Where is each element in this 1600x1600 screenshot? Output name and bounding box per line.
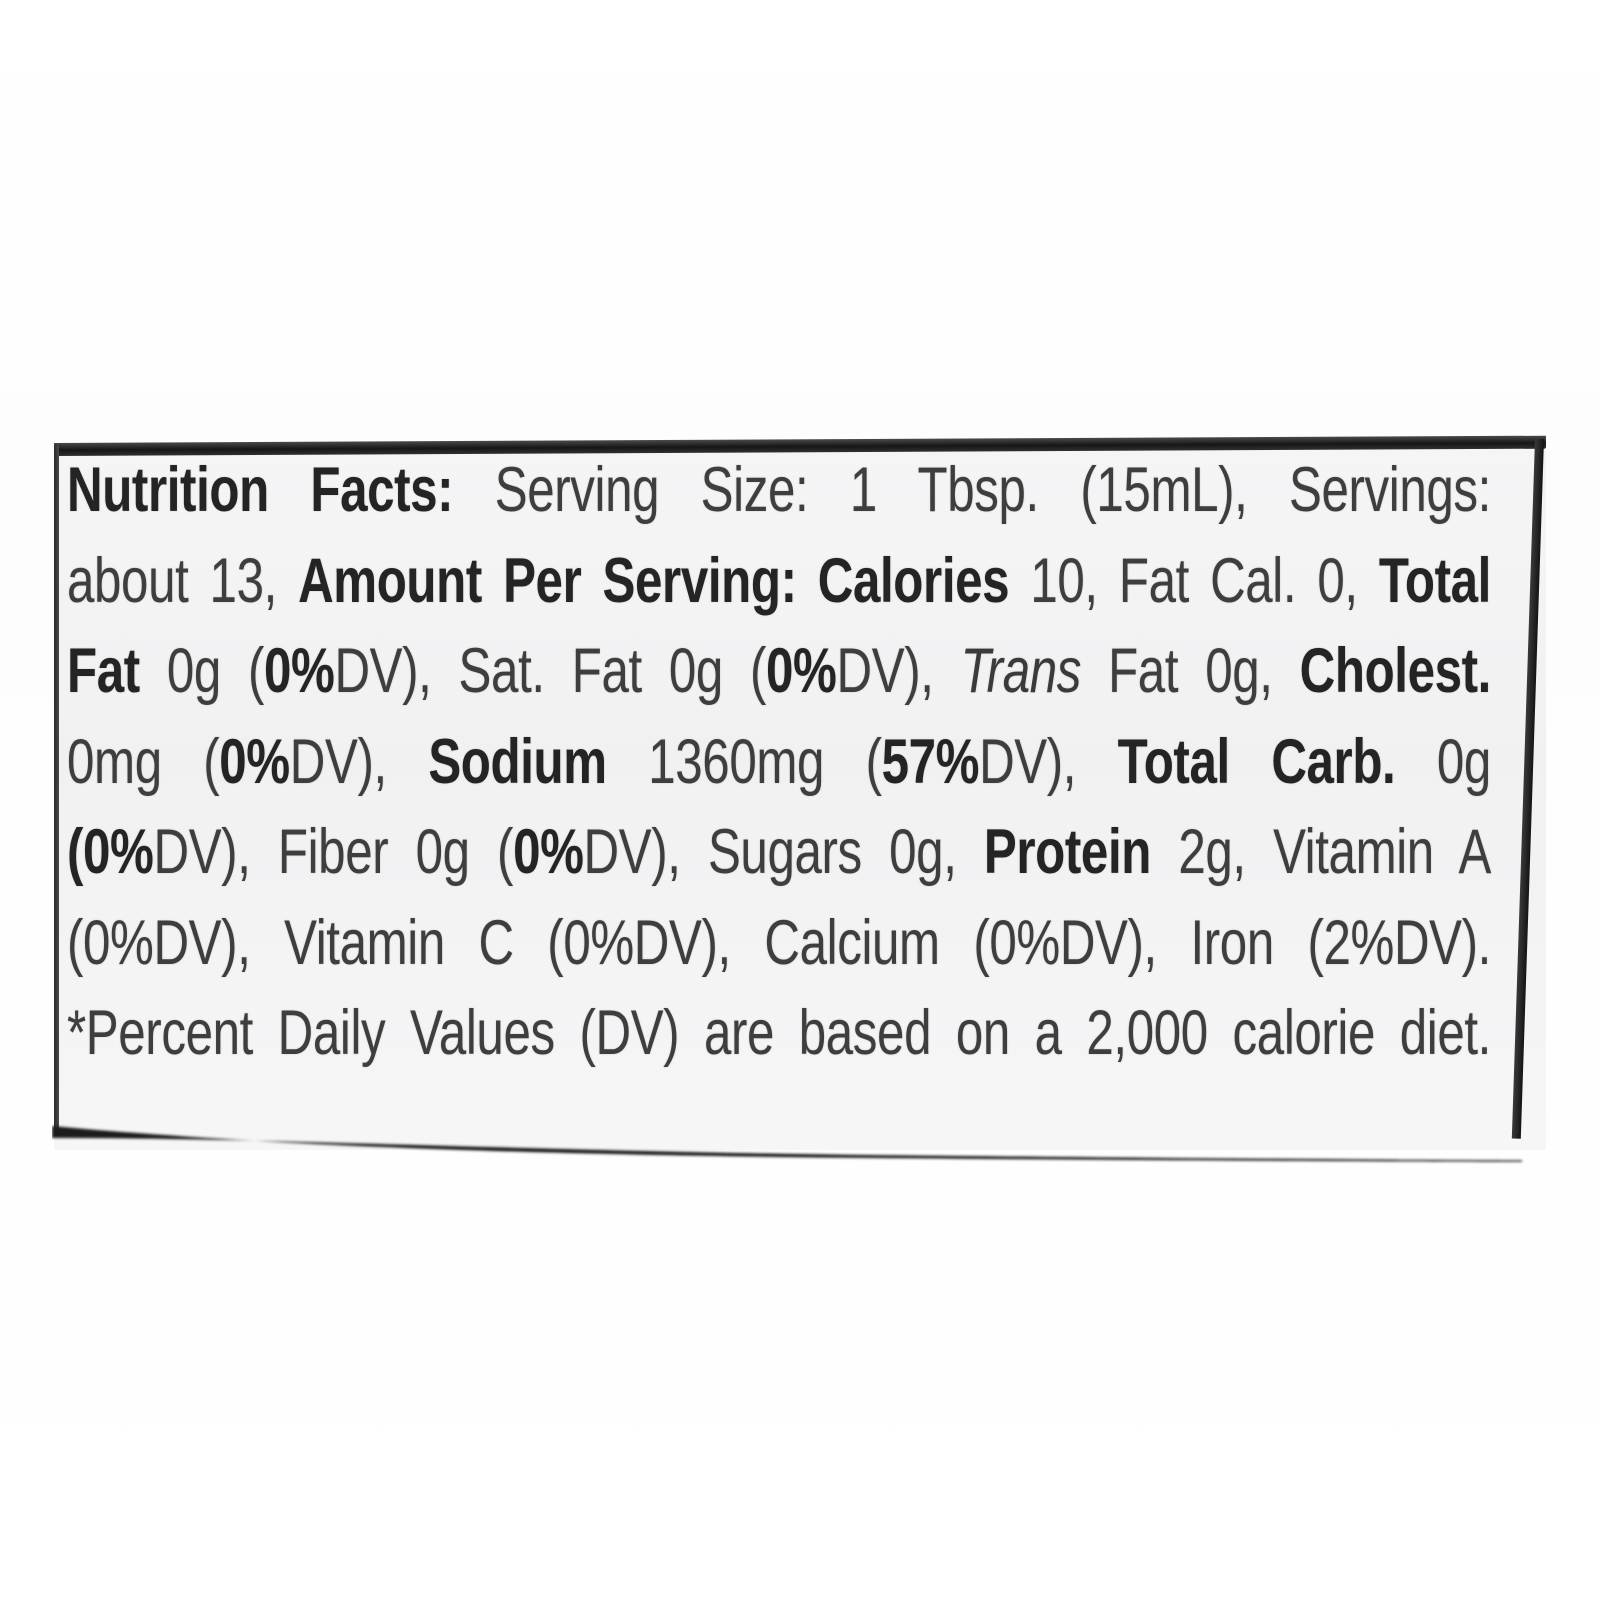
text-run: DV), <box>836 636 961 706</box>
nutrition-text-line-3: Fat 0g (0%DV), Sat. Fat 0g (0%DV), Trans… <box>67 626 1491 717</box>
text-run: 0% <box>219 726 290 797</box>
label-left-edge <box>54 446 59 1129</box>
text-run: ( <box>67 817 84 887</box>
text-run: Sodium <box>428 726 607 797</box>
text-run: 57% <box>881 726 980 797</box>
text-run: Cholest. <box>1299 636 1492 706</box>
text-run: Fat <box>67 636 140 706</box>
text-run: Amount Per Serving: Calories <box>298 545 1010 616</box>
text-run: 10, Fat Cal. 0, <box>1009 545 1379 616</box>
nutrition-text-line-6: (0%DV), Vitamin C (0%DV), Calcium (0%DV)… <box>67 898 1491 989</box>
nutrition-text-line-2: about 13, Amount Per Serving: Calories 1… <box>67 536 1491 627</box>
text-run: Trans <box>960 636 1082 706</box>
text-run: 0mg ( <box>67 726 220 797</box>
nutrition-label-panel: Nutrition Facts: Serving Size: 1 Tbsp. (… <box>52 435 1547 1162</box>
nutrition-text-line-1: Nutrition Facts: Serving Size: 1 Tbsp. (… <box>67 445 1491 536</box>
text-run: DV), Sat. Fat 0g ( <box>334 636 767 706</box>
text-run: 0% <box>513 817 584 887</box>
nutrition-text-line-5: (0%DV), Fiber 0g (0%DV), Sugars 0g, Prot… <box>67 807 1491 898</box>
text-run: Total Carb. <box>1117 726 1396 797</box>
label-bottom-shadow <box>52 1126 1522 1162</box>
text-run: (0%DV), Vitamin C (0%DV), Calcium (0%DV)… <box>67 907 1491 978</box>
text-run: 0% <box>766 636 837 706</box>
label-right-edge <box>1511 438 1544 1139</box>
text-run: Protein <box>983 817 1151 887</box>
text-run: DV), <box>979 726 1118 797</box>
text-run: about 13, <box>67 545 299 616</box>
text-run: 0g <box>1395 726 1491 797</box>
text-run: DV), <box>289 726 429 797</box>
text-run: 0g ( <box>139 636 265 706</box>
text-run: 0% <box>83 817 154 887</box>
nutrition-text-line-7: *Percent Daily Values (DV) are based on … <box>67 988 1491 1079</box>
text-run: DV), Fiber 0g ( <box>153 817 514 887</box>
text-run: Fat 0g, <box>1081 636 1300 706</box>
nutrition-text-line-4: 0mg (0%DV), Sodium 1360mg (57%DV), Total… <box>67 717 1491 808</box>
text-run: DV), Sugars 0g, <box>583 817 984 887</box>
text-run: 2g, Vitamin A <box>1150 817 1491 887</box>
nutrition-facts-text-block: Nutrition Facts: Serving Size: 1 Tbsp. (… <box>67 445 1491 1079</box>
text-run: Serving Size: 1 Tbsp. (15mL), Servings: <box>453 455 1492 525</box>
text-run: *Percent Daily Values (DV) are based on … <box>67 998 1491 1068</box>
text-run: 0% <box>263 636 335 706</box>
text-run: Total <box>1378 545 1492 616</box>
text-run: 1360mg ( <box>606 726 882 797</box>
text-run: Nutrition Facts: <box>67 455 454 525</box>
